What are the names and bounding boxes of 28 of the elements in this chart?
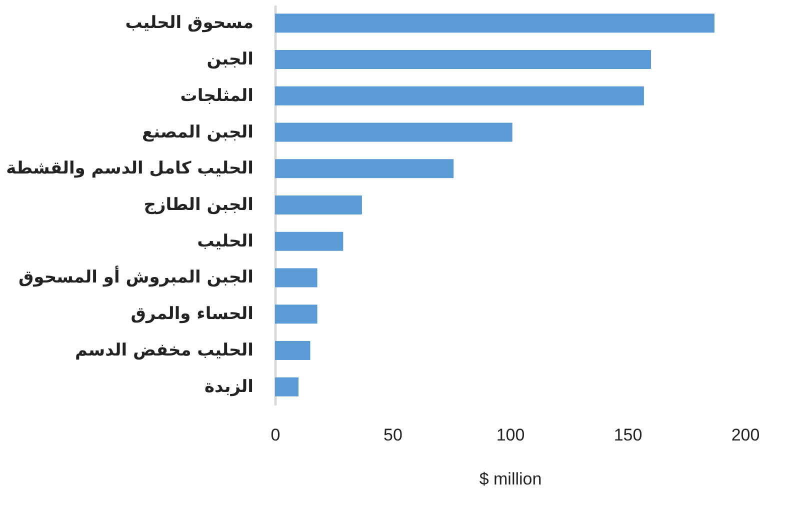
bar	[275, 232, 344, 251]
y-tick-label: الجبن الطازج	[144, 195, 254, 215]
y-tick-label: الحليب مخفض الدسم	[75, 340, 254, 360]
y-tick-label: مسحوق الحليب	[125, 13, 254, 34]
bar	[275, 122, 512, 142]
x-tick-label: 50	[384, 426, 402, 444]
y-tick-label: الحليب كامل الدسم والقشطة	[6, 158, 254, 179]
bar	[275, 340, 310, 360]
x-tick-label: 150	[614, 426, 642, 444]
bar	[275, 377, 298, 396]
x-tick-label: 0	[270, 426, 280, 444]
y-tick-label: الحليب	[197, 231, 254, 252]
bar	[275, 304, 318, 324]
bar	[275, 196, 362, 214]
y-tick-label: الجبن المبروش أو المسحوق	[18, 266, 254, 288]
bar	[275, 268, 318, 288]
bar	[275, 50, 651, 70]
x-tick-label: 200	[731, 426, 760, 444]
x-axis-title: $ million	[479, 470, 542, 488]
y-tick-label: المثلجات	[180, 86, 254, 106]
y-tick-label: الزبدة	[204, 376, 254, 397]
y-tick-label: الجبن المصنع	[142, 122, 254, 142]
y-tick-label: الحساء والمرق	[130, 304, 254, 324]
x-tick-label: 100	[496, 426, 525, 444]
bar	[275, 159, 454, 178]
bar	[275, 14, 714, 33]
bar	[275, 86, 644, 106]
y-tick-label: الجبن	[206, 50, 254, 70]
